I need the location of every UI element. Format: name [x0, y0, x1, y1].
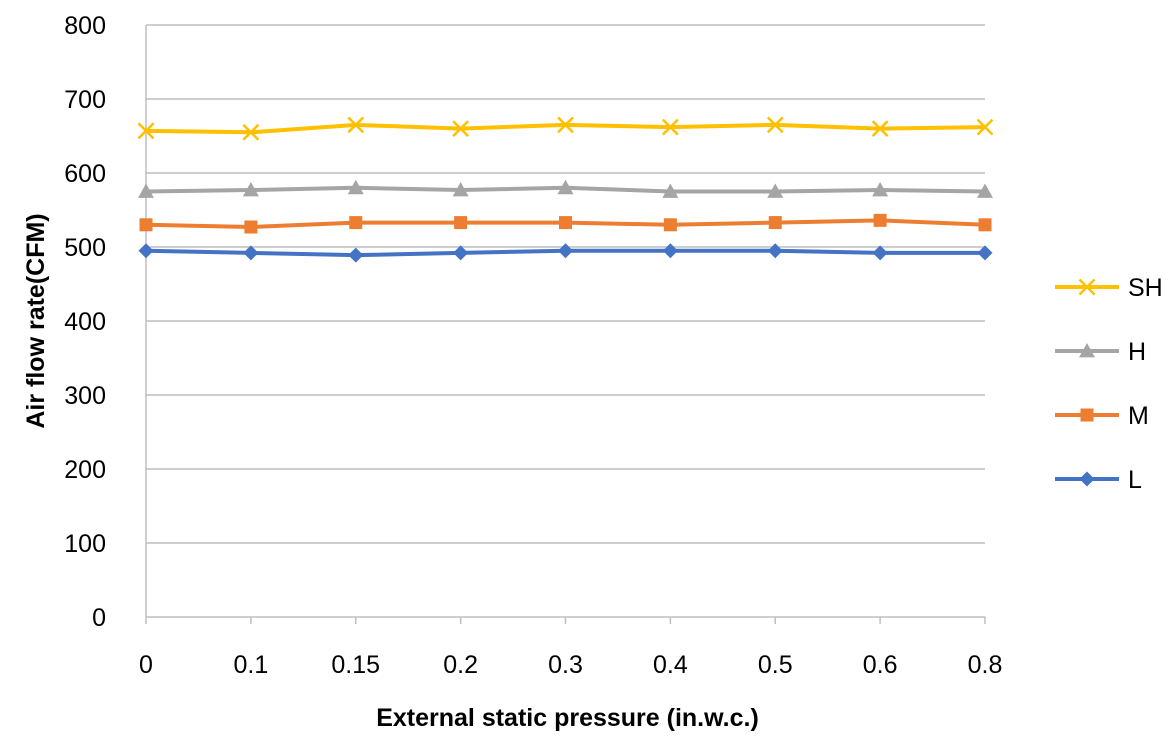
- x-tick-label: 0.3: [548, 651, 583, 679]
- data-point: [347, 179, 364, 195]
- y-tick-label: 700: [64, 86, 106, 114]
- series-lines: [137, 116, 994, 263]
- data-point: [662, 243, 678, 259]
- data-point: [348, 247, 364, 263]
- data-point: [452, 182, 469, 197]
- data-point: [452, 120, 470, 137]
- y-tick-label: 600: [64, 160, 106, 188]
- x-tick-label: 0.8: [968, 651, 1003, 679]
- x-tick-label: 0.6: [863, 651, 898, 679]
- legend-swatch-marker: [1078, 278, 1096, 296]
- y-tick-label: 500: [64, 234, 106, 262]
- series-m: [139, 213, 992, 234]
- data-point: [137, 122, 155, 140]
- data-point: [242, 123, 260, 141]
- series-h: [138, 179, 993, 198]
- data-point: [768, 216, 782, 230]
- data-point: [978, 218, 992, 232]
- axes: [145, 25, 986, 624]
- data-point: [872, 245, 888, 261]
- data-point: [977, 183, 993, 198]
- data-point: [873, 213, 887, 227]
- legend-label: SH: [1128, 274, 1163, 302]
- legend-item-h: H: [1055, 338, 1146, 366]
- legend: SH H M L: [1055, 274, 1163, 494]
- data-point: [243, 245, 259, 261]
- x-tick-label: 0.5: [758, 651, 793, 679]
- data-point: [663, 218, 677, 232]
- data-point: [138, 243, 154, 259]
- x-tick-label: 0: [139, 651, 153, 679]
- x-axis-title: External static pressure (in.w.c.): [376, 704, 759, 732]
- legend-swatch-marker: [1080, 408, 1094, 422]
- legend-swatch-marker: [1079, 471, 1095, 487]
- data-point: [977, 245, 993, 261]
- data-point: [347, 116, 365, 134]
- data-point: [557, 179, 574, 195]
- data-point: [767, 243, 783, 259]
- y-tick-labels: 0 100 200 300 400 500 600 700 800: [64, 12, 106, 632]
- data-point: [244, 220, 258, 234]
- data-point: [349, 216, 363, 230]
- y-tick-label: 800: [64, 12, 106, 40]
- data-point: [559, 216, 572, 230]
- data-point: [557, 116, 574, 134]
- series-sh: [137, 116, 994, 141]
- data-point: [558, 243, 573, 259]
- data-point: [454, 216, 468, 230]
- data-point: [138, 183, 154, 198]
- legend-label: L: [1128, 466, 1142, 494]
- legend-label: M: [1128, 402, 1149, 430]
- x-tick-label: 0.2: [443, 651, 478, 679]
- y-axis-title: Air flow rate(CFM): [22, 213, 50, 428]
- y-tick-label: 300: [64, 382, 106, 410]
- x-tick-label: 0.4: [653, 651, 688, 679]
- x-tick-label: 0.1: [233, 651, 268, 679]
- legend-swatch-marker: [1079, 343, 1095, 358]
- data-point: [242, 182, 259, 197]
- y-tick-label: 400: [64, 308, 106, 336]
- data-point: [766, 116, 784, 134]
- legend-item-l: L: [1055, 466, 1142, 494]
- data-point: [976, 118, 994, 136]
- legend-item-m: M: [1055, 402, 1149, 430]
- data-point: [872, 182, 889, 197]
- x-tick-labels: 0 0.1 0.15 0.2 0.3 0.4 0.5 0.6 0.8: [139, 651, 1002, 679]
- data-point: [767, 183, 784, 198]
- legend-label: H: [1128, 338, 1146, 366]
- gridlines: [146, 24, 985, 544]
- data-point: [661, 118, 679, 136]
- y-tick-label: 100: [64, 530, 106, 558]
- y-tick-label: 200: [64, 456, 106, 484]
- data-point: [662, 183, 679, 198]
- legend-item-sh: SH: [1055, 274, 1163, 302]
- data-point: [139, 218, 153, 232]
- data-point: [453, 245, 469, 261]
- data-point: [871, 120, 889, 137]
- series-l: [138, 243, 993, 263]
- y-tick-label: 0: [92, 604, 106, 632]
- x-tick-label: 0.15: [331, 651, 380, 679]
